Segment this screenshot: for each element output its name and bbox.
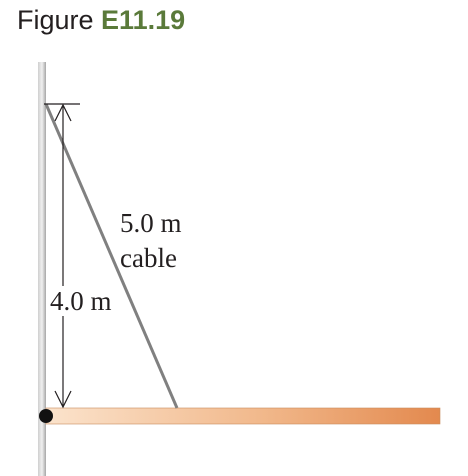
arrowhead-up-icon [54,103,72,122]
figure-title: Figure E11.19 [17,0,185,40]
horizontal-beam [45,407,441,425]
cable-length-label: 5.0 m [120,208,182,238]
figure-number: E11.19 [101,5,186,35]
figure-label: Figure [17,5,94,35]
cable [44,103,179,409]
height-label: 4.0 m [50,286,112,316]
wall [38,62,46,476]
cable-word-label: cable [120,243,177,273]
arrowhead-down-icon [54,390,72,409]
pivot-hinge [39,409,53,423]
